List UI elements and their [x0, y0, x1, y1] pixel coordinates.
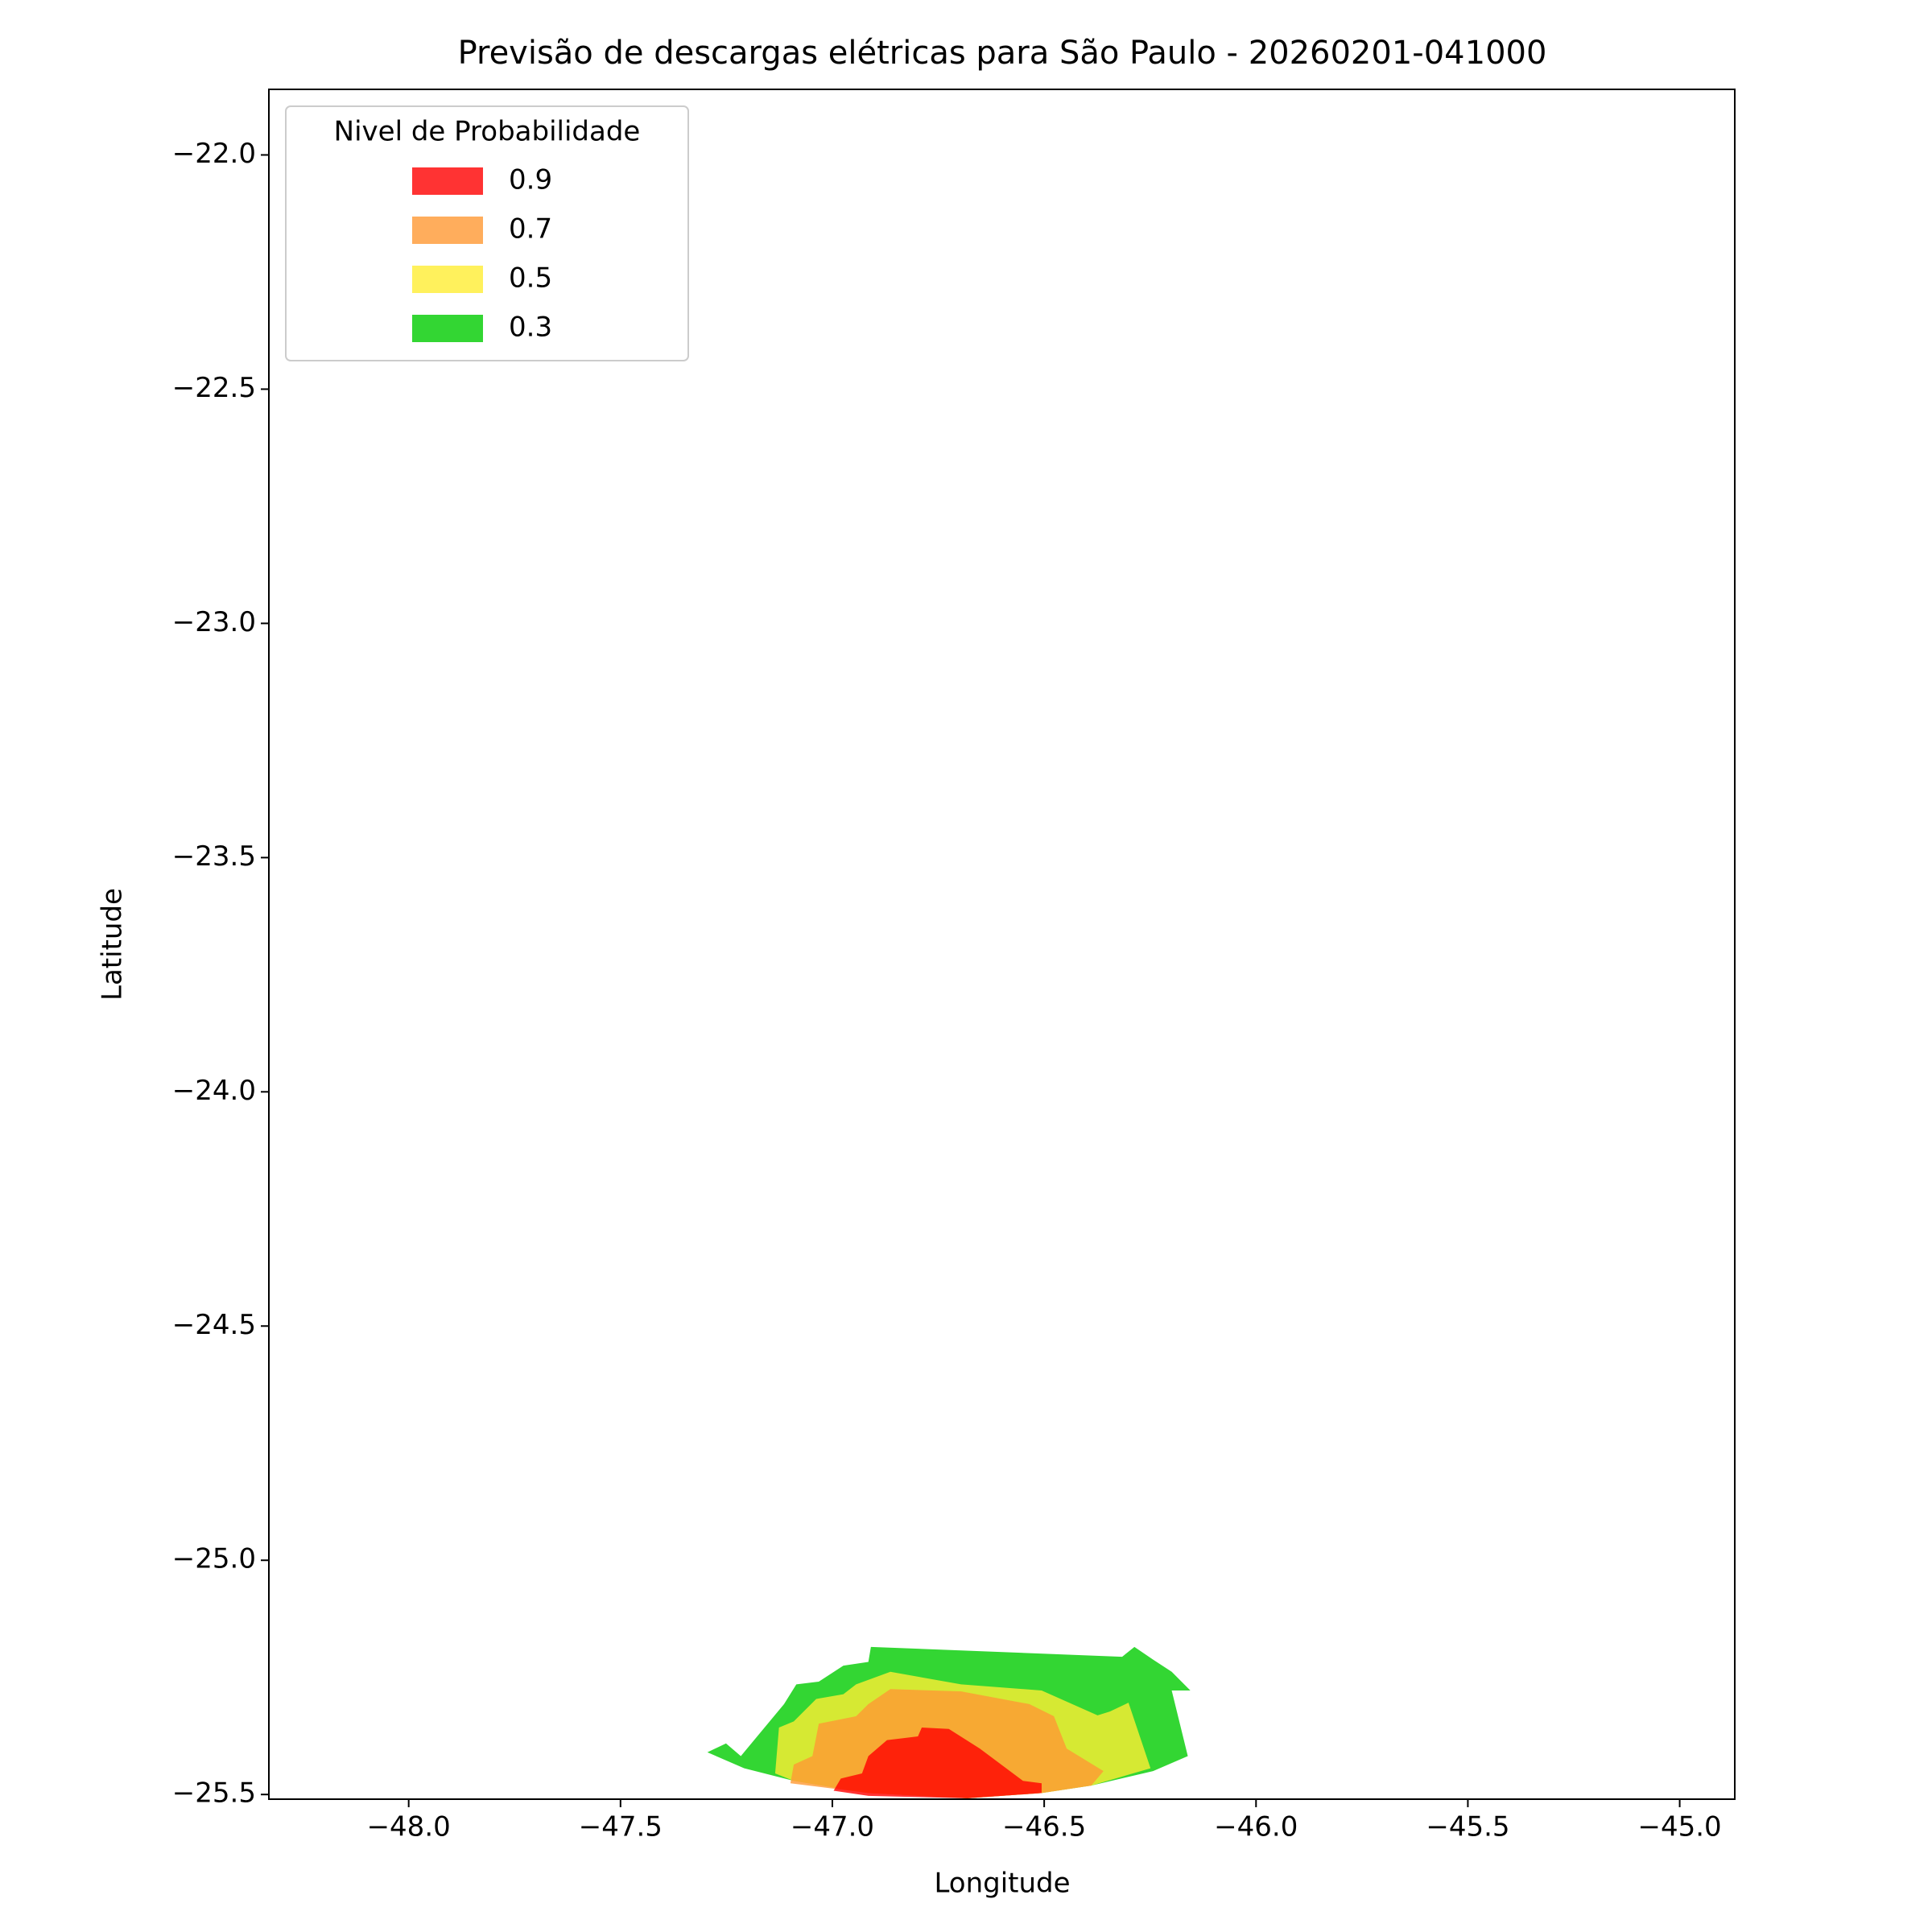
legend-swatch [412, 266, 483, 293]
plot-frame [268, 89, 1736, 1800]
x-tick-label: −46.0 [1214, 1811, 1298, 1843]
y-tick-label: −25.0 [172, 1543, 256, 1575]
legend-swatch [412, 315, 483, 342]
x-tick-label: −47.5 [579, 1811, 663, 1843]
x-tick-label: −45.5 [1426, 1811, 1509, 1843]
legend-box [285, 105, 689, 361]
legend-swatch [412, 167, 483, 195]
x-tick-label: −48.0 [367, 1811, 451, 1843]
x-tick-label: −47.0 [791, 1811, 874, 1843]
x-tick-label: −45.0 [1637, 1811, 1721, 1843]
x-axis-label: Longitude [934, 1868, 1070, 1900]
legend-label: 0.3 [509, 312, 552, 344]
legend-label: 0.9 [509, 164, 552, 196]
chart-title: Previsão de descargas elétricas para São… [458, 35, 1547, 72]
legend-swatch [412, 217, 483, 244]
y-axis-label: Latitude [97, 888, 129, 1001]
y-tick-label: −24.5 [172, 1309, 256, 1341]
x-tick-label: −46.5 [1002, 1811, 1086, 1843]
y-tick-label: −23.5 [172, 840, 256, 873]
contour-region [833, 1727, 1042, 1798]
y-tick-label: −23.0 [172, 606, 256, 638]
legend-title: Nivel de Probabilidade [334, 116, 641, 148]
legend-label: 0.7 [509, 213, 552, 246]
legend-label: 0.5 [509, 262, 552, 295]
y-tick-label: −22.0 [172, 138, 256, 170]
y-tick-label: −25.5 [172, 1777, 256, 1810]
y-tick-label: −22.5 [172, 372, 256, 404]
y-tick-label: −24.0 [172, 1075, 256, 1107]
